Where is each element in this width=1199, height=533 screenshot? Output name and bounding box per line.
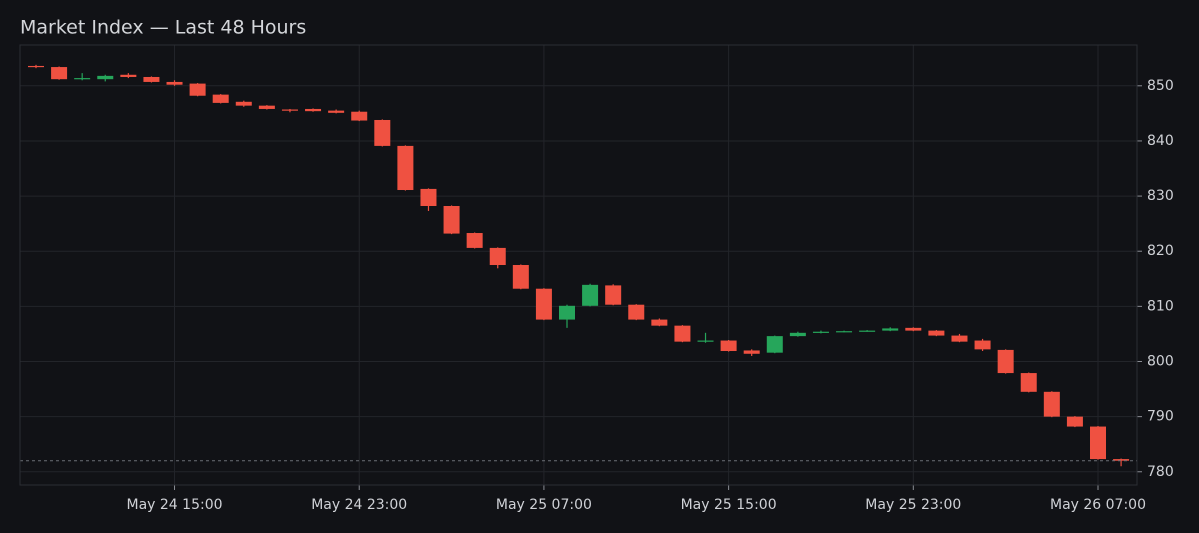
x-tick-label: May 24 15:00 — [127, 497, 223, 513]
y-tick-label: 850 — [1147, 78, 1174, 94]
candle-body — [628, 304, 645, 320]
candle-body — [466, 233, 483, 248]
candle-body — [328, 110, 345, 113]
candle-body — [97, 75, 114, 80]
plot-frame — [19, 44, 1138, 486]
candle-body — [305, 108, 322, 112]
candle-body — [397, 145, 414, 191]
candle-body — [258, 105, 275, 109]
candle-body — [905, 327, 922, 331]
candle-body — [997, 349, 1014, 374]
candle-body — [351, 111, 368, 121]
candle-body — [166, 81, 183, 85]
candle-body — [605, 285, 622, 305]
candle-body — [674, 325, 691, 342]
candle-body — [28, 65, 44, 68]
candle-body — [1113, 459, 1130, 461]
y-tick-label: 820 — [1147, 243, 1174, 259]
candle-body — [720, 340, 737, 352]
candle-body — [1043, 391, 1060, 417]
candle-body — [374, 119, 391, 146]
candle-body — [743, 350, 760, 354]
candle-body — [974, 340, 991, 350]
candle-body — [535, 288, 552, 320]
candle-body — [582, 284, 599, 306]
x-tick-label: May 25 07:00 — [496, 497, 592, 513]
candle-body — [651, 319, 668, 326]
candle-body — [212, 94, 229, 103]
candle-body — [51, 67, 68, 80]
y-tick-label: 810 — [1147, 298, 1174, 314]
candle-body — [443, 206, 460, 234]
candle-body — [1066, 416, 1083, 427]
y-tick-label: 790 — [1147, 409, 1174, 425]
y-tick-label: 830 — [1147, 188, 1174, 204]
candle-body — [512, 265, 529, 289]
candle-body — [120, 74, 137, 77]
candle-body — [836, 331, 853, 333]
chart-title: Market Index — Last 48 Hours — [20, 17, 306, 39]
candle-body — [1020, 373, 1037, 392]
candle-body — [281, 109, 298, 111]
x-tick-label: May 26 07:00 — [1050, 497, 1146, 513]
candle-body — [928, 330, 945, 336]
candle-body — [559, 305, 576, 320]
candle-body — [74, 78, 91, 80]
candle-body — [189, 83, 206, 96]
candle-body — [697, 340, 714, 342]
x-tick-label: May 25 23:00 — [865, 497, 961, 513]
candle-body — [859, 330, 876, 332]
candle-body — [766, 336, 783, 353]
y-tick-label: 800 — [1147, 353, 1174, 369]
y-tick-label: 780 — [1147, 464, 1174, 480]
x-tick-label: May 24 23:00 — [311, 497, 407, 513]
grid — [20, 45, 1142, 490]
candle-body — [951, 335, 968, 342]
candle-body — [489, 247, 506, 265]
candle-body — [812, 331, 829, 333]
candle-body — [789, 332, 806, 337]
x-tick-label: May 25 15:00 — [681, 497, 777, 513]
y-tick-label: 840 — [1147, 133, 1174, 149]
candles — [20, 64, 1137, 467]
candle-body — [143, 76, 160, 82]
candle-body — [882, 328, 899, 331]
candle-body — [235, 101, 252, 106]
candle-body — [1090, 426, 1107, 460]
candle-body — [420, 188, 437, 207]
